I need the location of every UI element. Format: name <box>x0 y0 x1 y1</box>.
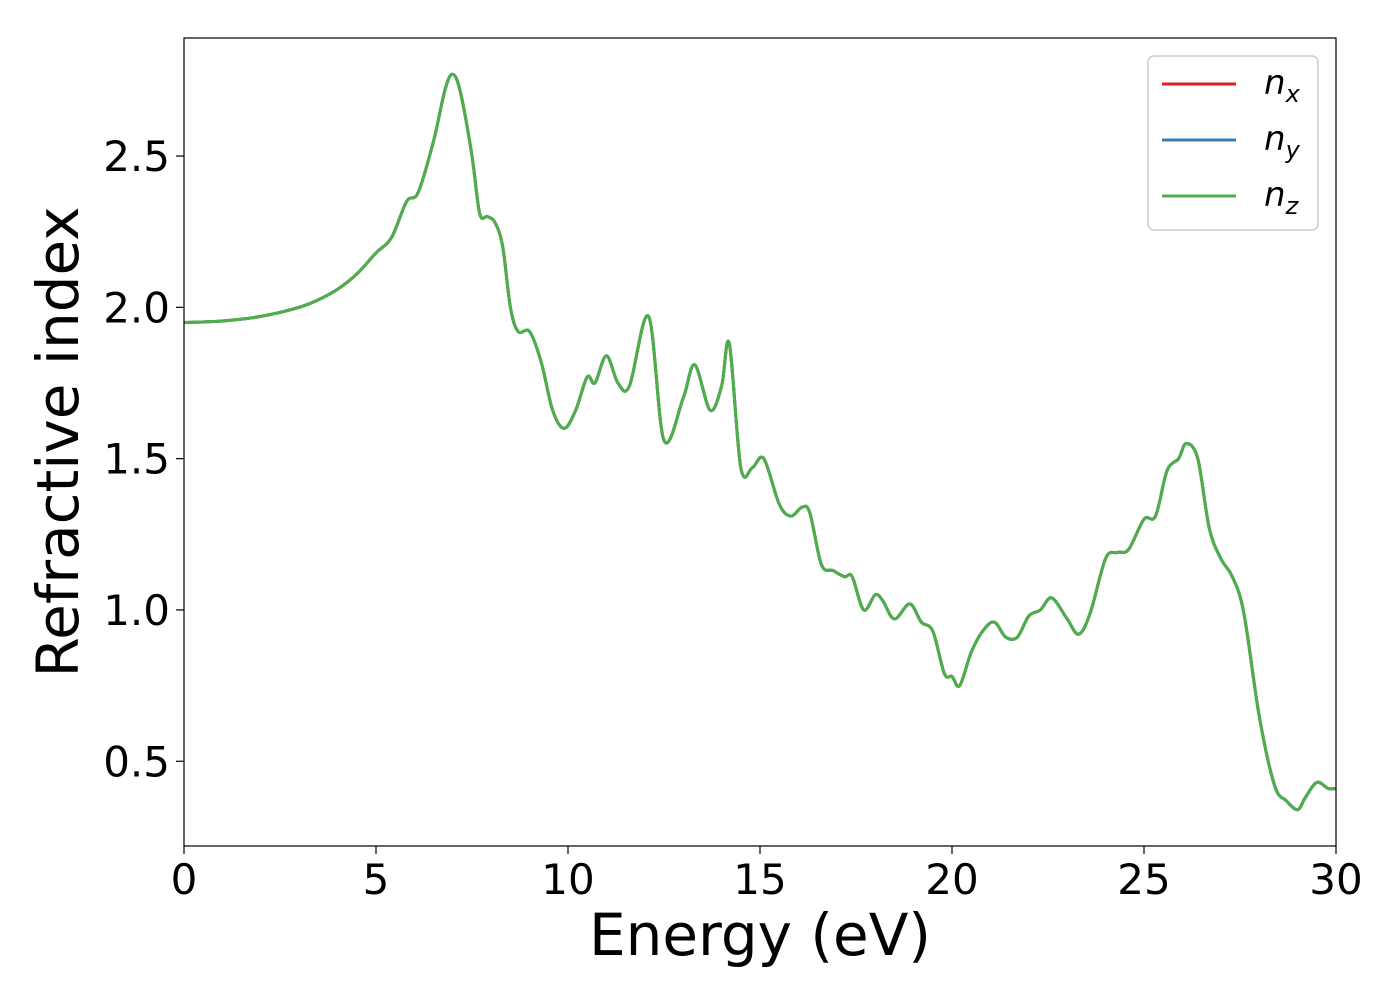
y-axis-label: Refractive index <box>24 206 92 677</box>
y-tick-label: 0.5 <box>103 737 170 786</box>
x-tick-label: 10 <box>541 855 594 904</box>
legend-label-nx: nx <box>1264 63 1301 108</box>
legend-label-ny: ny <box>1264 119 1301 164</box>
y-axis-ticks: 0.5 1.0 1.5 2.0 2.5 <box>103 132 184 786</box>
x-tick-label: 25 <box>1117 855 1170 904</box>
series-line-nz <box>183 72 1337 812</box>
y-tick-label: 1.5 <box>103 435 170 484</box>
x-tick-label: 30 <box>1309 855 1362 904</box>
y-tick-label: 2.0 <box>103 283 170 332</box>
x-tick-label: 0 <box>171 855 198 904</box>
legend-label-nz: nz <box>1264 175 1300 220</box>
legend: nx ny nz <box>1147 55 1319 231</box>
x-tick-label: 15 <box>733 855 786 904</box>
x-tick-label: 5 <box>363 855 390 904</box>
x-tick-label: 20 <box>925 855 978 904</box>
y-tick-label: 1.0 <box>103 586 170 635</box>
y-tick-label: 2.5 <box>103 132 170 181</box>
x-axis-label: Energy (eV) <box>589 901 931 969</box>
x-axis-ticks: 0 5 10 15 20 25 30 <box>171 846 1363 904</box>
legend-box <box>1147 55 1319 231</box>
